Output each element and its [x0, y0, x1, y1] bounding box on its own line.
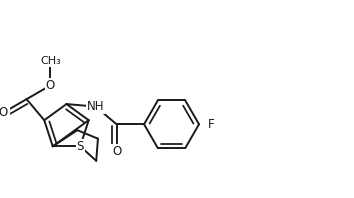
Text: O: O	[46, 79, 55, 92]
Text: F: F	[207, 118, 214, 131]
Text: NH: NH	[87, 100, 104, 113]
Text: O: O	[112, 145, 121, 158]
Text: O: O	[0, 106, 7, 119]
Text: S: S	[76, 140, 84, 153]
Text: CH₃: CH₃	[40, 56, 61, 66]
